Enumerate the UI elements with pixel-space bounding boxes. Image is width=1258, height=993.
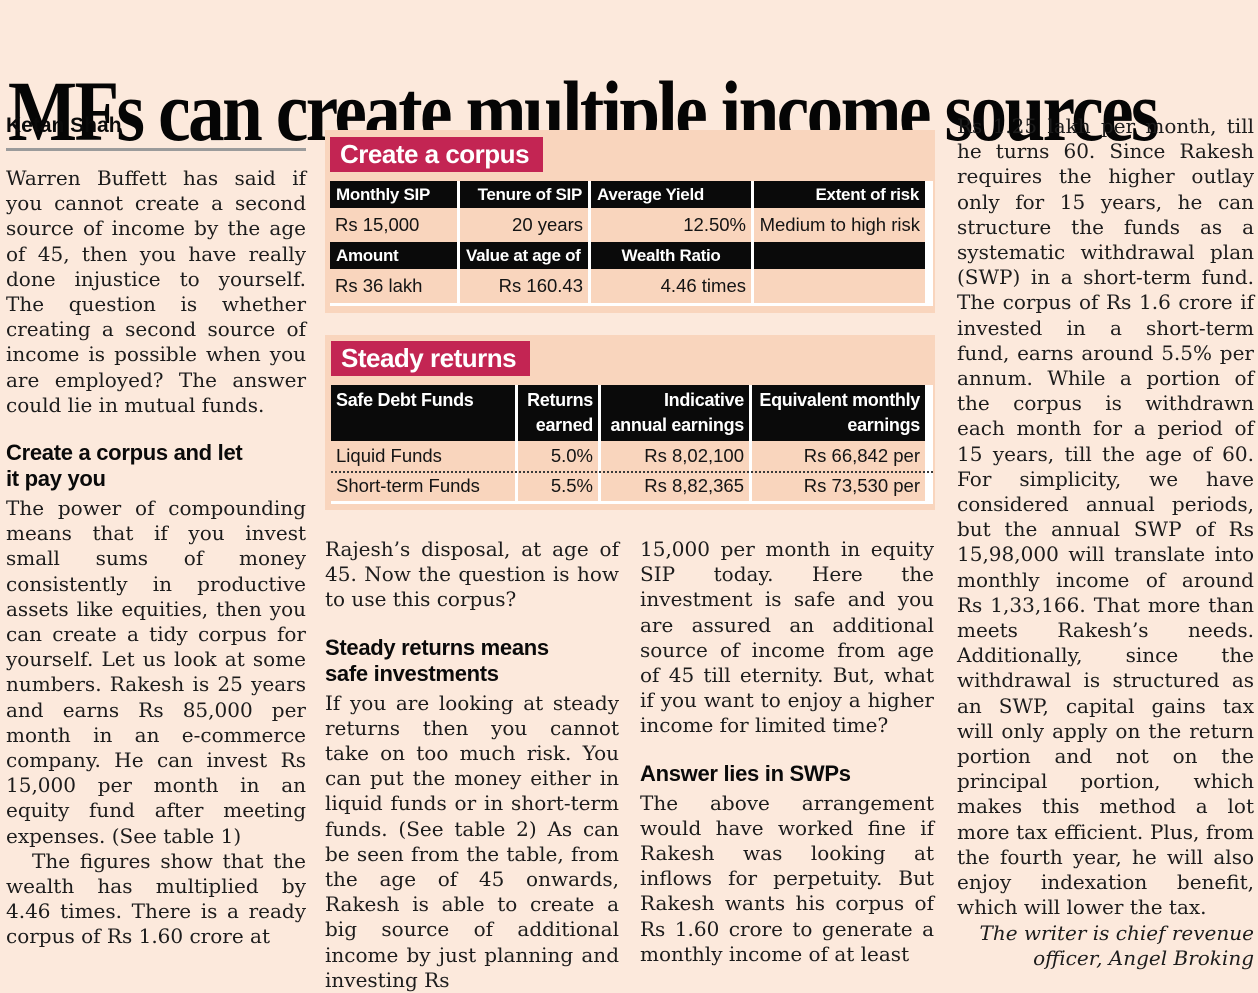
table-value-cell: Rs 66,842 per month [752,441,925,471]
table-value-cell: 5.0% [518,441,598,471]
table-header-cell: Monthly SIP [330,181,457,208]
row-divider [331,471,933,473]
byline-author: Ketan Shah [6,114,122,137]
table-header-cell [754,242,925,269]
column-1: Ketan Shah Warren Buffett has said if yo… [6,114,306,950]
article-paragraph: 15,000 per month in equity SIP today. He… [640,537,934,738]
section-heading-steady-returns: Steady returns means safe investments [325,634,549,686]
table-header-cell: Average Yield [591,181,751,208]
table-value-cell: Short-term Funds [331,471,515,501]
table-header-cell: Extent of risk [754,181,925,208]
article-paragraph: The above arrangement would have worked … [640,790,934,966]
table-header-cell: Value at age of 45 [460,242,588,269]
byline-rule [6,148,306,151]
table-value-cell: 20 years [460,208,588,242]
table-value-cell: 5.5% [518,471,598,501]
table-value-cell: Liquid Funds [331,441,515,471]
article-paragraph: Rs 1.25 lakh per month, till he turns 60… [957,114,1254,920]
table-header-cell: Indicative annual earnings [601,385,749,441]
table-header-cell: Safe Debt Funds [331,385,515,441]
table-value-cell [754,269,925,303]
section-heading-answer-swps: Answer lies in SWPs [640,760,851,786]
article-paragraph: If you are looking at steady returns the… [325,690,619,992]
table-header-cell: Equivalent monthly earnings [752,385,925,441]
table-header-cell: Tenure of SIP [460,181,588,208]
corpus-table-grid: Monthly SIP Tenure of SIP Average Yield … [330,181,933,306]
writer-credit: The writer is chief revenue officer, Ang… [979,920,1254,970]
article-paragraph: Rajesh’s disposal, at age of 45. Now the… [325,537,619,612]
table-value-cell: 4.46 times [591,269,751,303]
table-value-cell: Rs 73,530 per month [752,471,925,501]
table-value-cell: 12.50% [591,208,751,242]
article-paragraph: The power of compounding means that if y… [6,496,306,848]
table-value-cell: Rs 160.43 lakh [460,269,588,303]
middle-region: Create a corpus Monthly SIP Tenure of SI… [325,130,935,993]
article-paragraph: The figures show that the wealth has mul… [6,848,306,949]
section-heading-create-corpus: Create a corpus and let it pay you [6,440,243,492]
table-value-cell: Rs 36 lakh [330,269,457,303]
table-value-cell: Rs 15,000 [330,208,457,242]
article-paragraph: Warren Buffett has said if you cannot cr… [6,166,306,417]
column-2: Rajesh’s disposal, at age of 45. Now the… [325,537,619,993]
table-value-cell: Medium to high risk [754,208,925,242]
table-header-cell: Amount Invested [330,242,457,269]
corpus-table: Create a corpus Monthly SIP Tenure of SI… [325,130,935,313]
returns-table-title: Steady returns [331,341,531,376]
table-value-cell: Rs 8,02,100 [601,441,749,471]
corpus-table-title: Create a corpus [330,137,544,172]
column-4: Rs 1.25 lakh per month, till he turns 60… [957,114,1254,971]
table-value-cell: Rs 8,82,365 [601,471,749,501]
table-header-cell: Returns earned [518,385,598,441]
column-3: 15,000 per month in equity SIP today. He… [640,537,934,993]
returns-table-grid: Safe Debt Funds Returns earned Indicativ… [331,385,933,504]
table-header-cell: Wealth Ratio [591,242,751,269]
returns-table: Steady returns Safe Debt Funds Returns e… [325,335,935,510]
